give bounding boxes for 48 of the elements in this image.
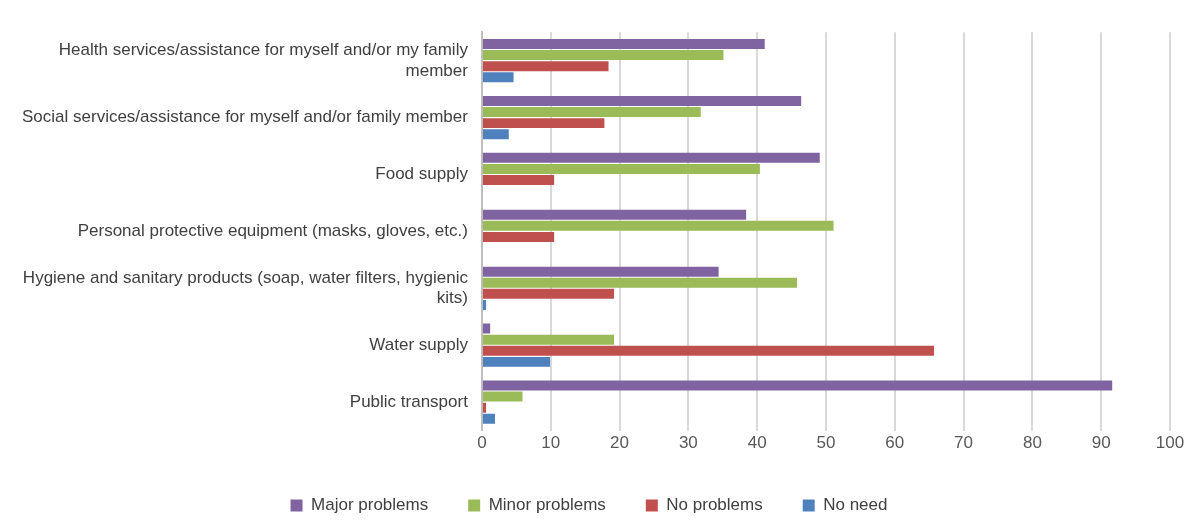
bar [482, 288, 615, 299]
y-tick-label: Health services/assistance for myself and/or my family member [58, 40, 469, 80]
x-tick-label: 60 [885, 433, 905, 453]
x-tick-label: 50 [816, 433, 836, 453]
bar [482, 95, 802, 106]
y-tick-label: Water supply [369, 334, 469, 354]
bar [482, 118, 605, 129]
y-tick-label: Personal protective equipment (masks, gloves, etc.) [77, 221, 468, 241]
bar [482, 345, 934, 356]
bar [482, 61, 609, 72]
bar [482, 299, 487, 310]
x-tick-label: 10 [541, 433, 561, 453]
bar [482, 107, 701, 118]
y-tick-label: Hygiene and sanitary products (soap, water filters, hygienic kits) [22, 267, 469, 308]
bar [482, 163, 760, 174]
bar [482, 380, 1113, 391]
bar [482, 323, 491, 334]
y-tick-label: Public transport [349, 391, 469, 411]
legend-label: No problems [666, 495, 763, 515]
bar [482, 39, 765, 49]
legend-label: Minor problems [488, 495, 606, 515]
bar [482, 220, 834, 231]
bar [482, 402, 487, 413]
bar [482, 72, 514, 83]
legend-label: Major problems [311, 495, 429, 515]
bar [482, 266, 719, 277]
bar [482, 50, 724, 61]
bar [482, 175, 555, 186]
bar [482, 129, 509, 140]
bar [482, 277, 798, 288]
x-tick-label: 20 [610, 433, 629, 453]
bar [482, 152, 820, 163]
y-tick-label: Social services/assistance for myself and/or family member [21, 107, 469, 127]
legend-label: No need [823, 495, 888, 515]
bar [482, 356, 551, 367]
x-tick-label: 90 [1091, 433, 1111, 453]
bar [482, 334, 615, 345]
x-tick-label: 70 [954, 433, 974, 453]
bar [482, 391, 523, 402]
bar [482, 413, 495, 424]
x-tick-label: 100 [1155, 433, 1185, 453]
x-tick-label: 40 [747, 433, 767, 453]
bar [482, 231, 555, 242]
x-tick-label: 30 [678, 433, 698, 453]
y-tick-label: Food supply [375, 164, 469, 184]
bar [482, 209, 747, 220]
x-tick-label: 80 [1022, 433, 1042, 453]
x-tick-label: 0 [477, 433, 487, 453]
